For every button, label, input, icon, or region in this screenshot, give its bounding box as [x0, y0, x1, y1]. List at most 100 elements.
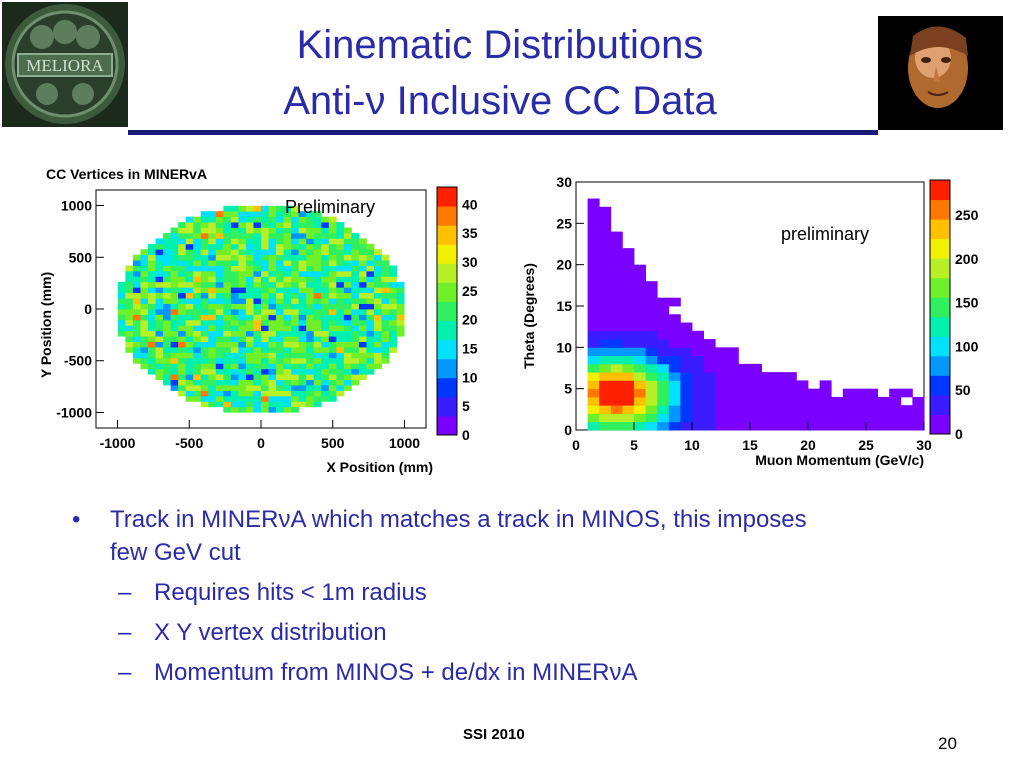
- heatmap-cell: [622, 322, 635, 332]
- heatmap-cell: [726, 355, 739, 365]
- heatmap-cell: [703, 421, 716, 431]
- heatmap-cell: [291, 281, 300, 288]
- heatmap-cell: [223, 216, 232, 223]
- heatmap-cell: [351, 243, 360, 250]
- heatmap-cell: [215, 249, 224, 256]
- heatmap-cell: [148, 276, 156, 283]
- heatmap-cell: [358, 292, 367, 299]
- heatmap-cell: [381, 319, 390, 326]
- heatmap-cell: [343, 314, 352, 321]
- heatmap-cell: [366, 298, 375, 304]
- heatmap-cell: [784, 405, 797, 414]
- heatmap-cell: [328, 390, 337, 397]
- heatmap-cell: [140, 330, 149, 337]
- heatmap-cell: [313, 347, 322, 353]
- heatmap-cell: [657, 314, 670, 323]
- heatmap-cell: [587, 372, 600, 381]
- heatmap-cell: [155, 336, 164, 342]
- university-seal-logo: MELIORA: [2, 2, 128, 127]
- heatmap-cell: [599, 248, 612, 257]
- heatmap-cell: [245, 309, 254, 315]
- heatmap-cell: [668, 314, 681, 323]
- color-scale-segment: [930, 375, 950, 396]
- heatmap-cell: [185, 325, 194, 332]
- heatmap-cell: [298, 298, 307, 304]
- heatmap-cell: [343, 309, 352, 315]
- heatmap-cell: [668, 330, 681, 340]
- heatmap-cell: [703, 363, 716, 373]
- heatmap-cell: [208, 292, 217, 299]
- heatmap-cell: [761, 380, 774, 390]
- heatmap-cell: [610, 231, 623, 241]
- heatmap-cell: [170, 341, 179, 348]
- heatmap-cell: [634, 405, 646, 414]
- heatmap-cell: [291, 292, 300, 299]
- heatmap-cell: [276, 238, 284, 245]
- color-scale-segment: [930, 355, 950, 376]
- heatmap-cell: [343, 287, 352, 294]
- heatmap-cell: [261, 395, 269, 402]
- left-chart-title: CC Vertices in MINERvA: [46, 166, 207, 182]
- heatmap-cell: [276, 341, 284, 348]
- heatmap-cell: [599, 223, 612, 232]
- color-scale-segment: [437, 358, 457, 379]
- color-scale-segment: [930, 336, 950, 357]
- heatmap-cell: [245, 227, 254, 234]
- heatmap-cell: [238, 211, 247, 218]
- heatmap-cell: [796, 388, 809, 398]
- heatmap-cell: [358, 303, 367, 310]
- heatmap-cell: [200, 254, 209, 261]
- heatmap-cell: [313, 238, 322, 245]
- heatmap-cell: [738, 421, 751, 431]
- heatmap-cell: [587, 289, 600, 299]
- heatmap-cell: [193, 292, 202, 299]
- color-scale-segment: [930, 394, 950, 415]
- heatmap-cell: [657, 405, 670, 414]
- heatmap-cell: [215, 270, 224, 277]
- heatmap-cell: [268, 292, 277, 299]
- left-x-axis-label: X Position (mm): [326, 459, 433, 475]
- heatmap-cell: [634, 363, 646, 373]
- heatmap-cell: [298, 390, 307, 397]
- heatmap-cell: [155, 254, 164, 261]
- heatmap-cell: [351, 347, 360, 353]
- x-tick-label: -500: [175, 435, 203, 451]
- heatmap-cell: [261, 243, 269, 250]
- heatmap-cell: [170, 385, 179, 391]
- heatmap-cell: [599, 206, 612, 216]
- heatmap-cell: [336, 243, 345, 250]
- heatmap-cell: [645, 297, 658, 307]
- heatmap-cell: [215, 347, 224, 353]
- heatmap-cell: [291, 336, 300, 342]
- heatmap-cell: [185, 292, 194, 299]
- heatmap-cell: [261, 368, 269, 375]
- heatmap-cell: [245, 357, 254, 364]
- heatmap-cell: [610, 314, 623, 323]
- heatmap-cell: [587, 223, 600, 232]
- bullet-text: Requires hits < 1m radius: [154, 579, 427, 606]
- heatmap-cell: [692, 363, 704, 373]
- charts-area: CC Vertices in MINERvA -1000 -500 0 500 1000…: [38, 166, 979, 475]
- heatmap-cell: [125, 330, 134, 337]
- heatmap-cell: [253, 243, 262, 250]
- heatmap-cell: [132, 298, 141, 304]
- heatmap-cell: [245, 243, 254, 250]
- color-scale-segment: [437, 377, 457, 398]
- heatmap-cell: [268, 379, 277, 386]
- heatmap-cell: [328, 325, 337, 332]
- heatmap-cell: [703, 413, 716, 423]
- heatmap-cell: [634, 355, 646, 365]
- heatmap-cell: [215, 216, 224, 223]
- heatmap-cell: [351, 336, 360, 342]
- y-tick-label: 1000: [61, 198, 92, 214]
- heatmap-cell: [245, 363, 254, 370]
- heatmap-cell: [261, 319, 269, 326]
- heatmap-cell: [587, 281, 600, 290]
- heatmap-cell: [223, 205, 232, 212]
- heatmap-cell: [163, 249, 172, 256]
- heatmap-cell: [200, 303, 209, 310]
- heatmap-cell: [238, 270, 247, 277]
- heatmap-cell: [336, 303, 345, 310]
- heatmap-cell: [140, 276, 149, 283]
